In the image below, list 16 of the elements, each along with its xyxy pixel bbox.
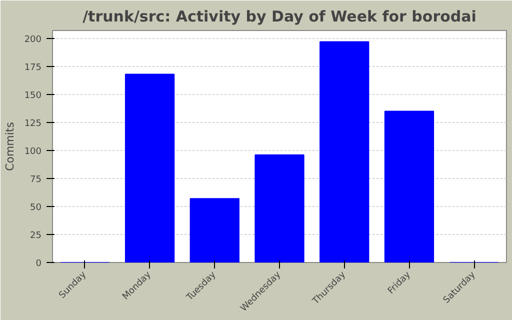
bar xyxy=(254,154,304,262)
y-tick-label: 200 xyxy=(24,34,42,45)
bar xyxy=(190,198,240,262)
chart-title: /trunk/src: Activity by Day of Week for borodai xyxy=(82,8,476,26)
y-tick-label: 150 xyxy=(24,90,42,101)
bar xyxy=(320,41,370,262)
y-tick-label: 175 xyxy=(24,62,42,73)
y-tick-label: 125 xyxy=(24,118,42,129)
y-tick-label: 0 xyxy=(36,259,42,269)
bar xyxy=(384,110,434,262)
y-tick-label: 50 xyxy=(30,202,42,213)
bar xyxy=(124,74,175,262)
y-tick-label: 25 xyxy=(30,230,42,241)
y-axis-title: Commits xyxy=(3,122,16,171)
y-tick-label: 75 xyxy=(30,174,42,185)
y-tick-label: 100 xyxy=(24,146,42,157)
